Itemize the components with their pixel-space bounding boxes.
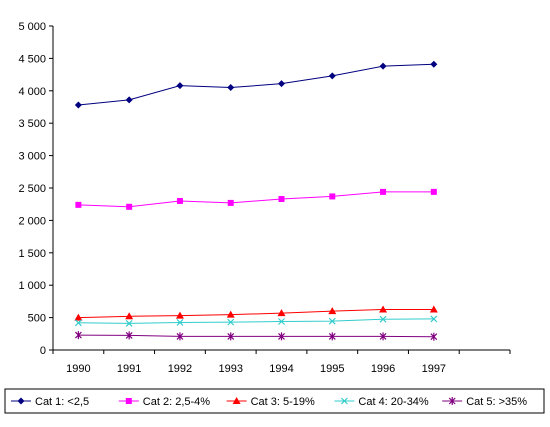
data-point: [176, 319, 184, 326]
legend-box: [4, 388, 545, 414]
y-tick-label: 500: [28, 313, 46, 325]
series-5: [74, 331, 438, 341]
series-3: [74, 305, 438, 321]
data-point: [74, 319, 82, 327]
data-point: [227, 318, 235, 326]
y-tick-label: 2 000: [18, 215, 46, 227]
x-tick-label: 1992: [168, 363, 192, 375]
data-point: [379, 305, 388, 313]
x-tick-label: 1995: [320, 363, 344, 375]
data-point: [227, 84, 235, 92]
data-point: [125, 320, 133, 327]
data-point: [75, 201, 82, 208]
y-tick-label: 4 500: [18, 53, 46, 65]
data-point: [329, 193, 336, 200]
legend-item: Cat 2: 2,5-4%: [118, 396, 210, 408]
y-tick-label: 4 000: [18, 86, 46, 98]
series-line: [78, 309, 434, 319]
data-point: [125, 312, 134, 320]
data-point: [74, 313, 83, 321]
data-point: [277, 309, 286, 317]
data-point: [379, 315, 387, 323]
series-line: [78, 191, 434, 208]
x-tick-label: 1993: [218, 363, 242, 375]
data-point: [126, 203, 133, 210]
legend-item: Cat 1: <2,5: [11, 396, 89, 408]
data-point: [278, 80, 285, 88]
data-point: [328, 72, 336, 80]
series-line: [78, 318, 434, 324]
data-point: [328, 317, 336, 325]
legend-marker: [232, 397, 241, 404]
data-point: [328, 332, 336, 341]
axes: 0 500 1 000 1 500 2 000 2 500 3 000 3 500 4 000 4…: [18, 21, 511, 375]
x-tick-label: 1994: [269, 363, 293, 375]
legend-label: Cat 3: 5-19%: [251, 396, 315, 408]
data-point: [379, 332, 387, 341]
data-point: [125, 96, 133, 104]
y-tick-label: 5 000: [18, 21, 46, 33]
x-tick-label: 1990: [66, 363, 90, 375]
series-4: [74, 315, 438, 327]
y-tick-label: 3 000: [18, 151, 46, 163]
data-point: [328, 307, 337, 315]
data-point: [430, 60, 438, 68]
legend-label: Cat 1: <2,5: [35, 396, 89, 408]
data-point: [176, 332, 184, 341]
x-tick-label: 1996: [371, 363, 395, 375]
y-tick-label: 1 000: [18, 280, 46, 292]
legend-label: Cat 2: 2,5-4%: [143, 396, 210, 408]
legend-label: Cat 4: 20-34%: [358, 396, 429, 408]
legend-marker: [448, 397, 456, 405]
data-point: [227, 199, 234, 206]
data-point: [429, 305, 438, 313]
x-tick-label: 1997: [422, 363, 446, 375]
data-point: [430, 315, 438, 323]
legend-item: Cat 5: >35%: [442, 396, 527, 408]
data-point: [74, 331, 82, 340]
legend-marker: [17, 397, 25, 405]
series-layer: [74, 60, 438, 341]
data-point: [430, 332, 438, 341]
data-point: [379, 62, 387, 70]
data-point: [74, 101, 82, 109]
legend-marker: [125, 398, 132, 404]
data-point: [176, 197, 183, 204]
legend-item: Cat 4: 20-34%: [334, 396, 429, 408]
y-tick-label: 3 500: [18, 118, 46, 130]
data-point: [226, 310, 235, 318]
data-point: [175, 311, 184, 319]
y-tick-label: 0: [40, 345, 46, 357]
data-point: [125, 331, 133, 340]
y-tick-label: 1 500: [18, 248, 46, 260]
data-point: [430, 188, 437, 195]
series-1: [74, 60, 438, 109]
legend-marker: [340, 397, 348, 405]
data-point: [227, 332, 235, 341]
data-point: [176, 82, 184, 90]
legend-item: Cat 3: 5-19%: [226, 396, 315, 408]
legend: Cat 1: <2,5 Cat 2: 2,5-4% Cat 3: 5-19% Cat …: [4, 388, 545, 414]
series-line: [78, 334, 434, 338]
data-point: [380, 188, 387, 195]
x-tick-label: 1991: [117, 363, 141, 375]
series-line: [78, 63, 434, 106]
data-point: [278, 332, 285, 341]
y-tick-label: 2 500: [18, 183, 46, 195]
legend-label: Cat 5: >35%: [466, 396, 527, 408]
series-2: [75, 188, 437, 210]
data-point: [278, 196, 285, 203]
data-point: [278, 318, 285, 325]
